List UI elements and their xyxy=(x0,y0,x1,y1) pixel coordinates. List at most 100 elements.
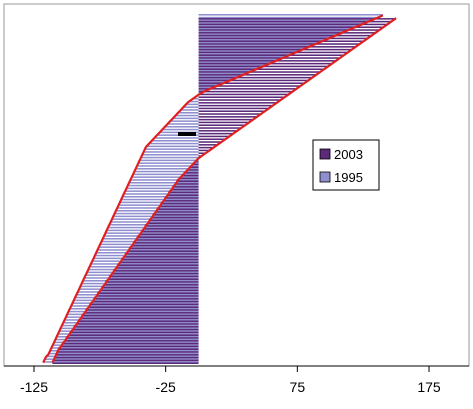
bar-1995 xyxy=(119,201,199,204)
bar-1995 xyxy=(111,218,199,220)
bar-2003 xyxy=(198,146,215,149)
bar-2003 xyxy=(70,331,199,334)
bar-2003 xyxy=(198,121,250,124)
bar-1995 xyxy=(53,341,199,344)
bar-2003 xyxy=(198,54,345,56)
bar-2003 xyxy=(53,359,199,362)
bar-2003 xyxy=(128,250,199,252)
bar-1995 xyxy=(198,14,383,16)
bars-layer xyxy=(43,14,397,364)
bar-1995 xyxy=(198,58,278,61)
bar-2003 xyxy=(86,309,199,311)
bar-1995 xyxy=(99,243,199,246)
bar-1995 xyxy=(64,319,199,321)
bar-2003 xyxy=(198,110,266,112)
bar-1995 xyxy=(174,114,199,117)
bar-2003 xyxy=(78,320,199,322)
bar-2003 xyxy=(89,306,199,308)
bar-1995 xyxy=(74,296,199,299)
bar-1995 xyxy=(198,75,239,78)
bar-1995 xyxy=(69,308,199,310)
trend-line-2003 xyxy=(51,17,397,364)
bar-2003 xyxy=(198,82,306,84)
bar-1995 xyxy=(141,154,199,156)
bar-2003 xyxy=(56,354,199,356)
bar-1995 xyxy=(177,112,199,114)
bar-2003 xyxy=(176,183,199,185)
bar-1995 xyxy=(89,266,199,268)
bar-2003 xyxy=(198,60,337,62)
bar-1995 xyxy=(48,352,199,355)
bar-2003 xyxy=(198,68,325,70)
bar-2003 xyxy=(198,138,227,140)
bar-1995 xyxy=(95,252,199,254)
bar-2003 xyxy=(114,270,199,272)
bar-2003 xyxy=(69,334,199,336)
bar-1995 xyxy=(143,151,199,153)
bar-2003 xyxy=(173,186,199,188)
x-tick-label: -125 xyxy=(20,379,48,395)
bar-1995 xyxy=(61,324,199,327)
bar-1995 xyxy=(45,355,199,358)
x-axis-ticks: -125 -25 75 175 xyxy=(20,366,441,395)
bar-2003 xyxy=(198,132,235,135)
bar-2003 xyxy=(101,289,199,292)
bar-2003 xyxy=(198,141,223,143)
bar-1995 xyxy=(198,47,304,50)
bar-1995 xyxy=(164,126,199,128)
bar-1995 xyxy=(114,212,199,215)
bar-1995 xyxy=(198,50,298,52)
bar-1995 xyxy=(124,190,199,192)
bar-1995 xyxy=(198,81,225,83)
bar-1995 xyxy=(106,229,199,232)
bar-1995 xyxy=(145,145,199,148)
bar-1995 xyxy=(86,271,199,274)
bar-2003 xyxy=(198,29,381,31)
bar-2003 xyxy=(198,88,298,90)
bar-2003 xyxy=(198,37,369,40)
bar-1995 xyxy=(148,142,199,145)
bar-2003 xyxy=(102,286,199,289)
bar-1995 xyxy=(126,187,199,190)
black-marker xyxy=(178,132,196,136)
bar-2003 xyxy=(138,236,199,238)
bar-2003 xyxy=(198,149,211,152)
bar-2003 xyxy=(198,113,262,115)
bar-1995 xyxy=(120,198,199,201)
bar-2003 xyxy=(153,214,199,216)
bar-1995 xyxy=(65,316,199,318)
bar-2003 xyxy=(165,197,199,199)
bar-2003 xyxy=(81,317,199,320)
bar-2003 xyxy=(198,144,219,146)
bar-2003 xyxy=(98,292,199,294)
bar-1995 xyxy=(134,170,199,173)
bar-2003 xyxy=(130,247,199,250)
bar-1995 xyxy=(78,288,199,290)
bar-1995 xyxy=(44,358,199,360)
bar-1995 xyxy=(60,327,199,330)
bar-2003 xyxy=(106,281,199,283)
bar-1995 xyxy=(80,285,199,288)
bar-2003 xyxy=(172,188,199,191)
bar-2003 xyxy=(198,51,349,54)
bar-2003 xyxy=(160,205,199,208)
x-tick-label: 175 xyxy=(417,379,441,395)
bar-1995 xyxy=(122,196,199,198)
bar-2003 xyxy=(164,200,199,202)
bar-2003 xyxy=(193,163,199,166)
bar-1995 xyxy=(198,36,331,38)
bar-2003 xyxy=(66,337,199,339)
bar-2003 xyxy=(148,222,199,224)
bar-1995 xyxy=(98,246,199,248)
bar-1995 xyxy=(94,254,199,257)
bar-2003 xyxy=(93,300,199,303)
bar-1995 xyxy=(118,204,199,206)
bar-1995 xyxy=(57,333,199,335)
bar-2003 xyxy=(198,76,314,79)
bar-1995 xyxy=(77,291,199,293)
bar-2003 xyxy=(198,93,290,96)
bar-2003 xyxy=(198,57,341,59)
bar-2003 xyxy=(140,233,199,236)
bar-2003 xyxy=(198,46,357,48)
bar-2003 xyxy=(198,135,231,138)
